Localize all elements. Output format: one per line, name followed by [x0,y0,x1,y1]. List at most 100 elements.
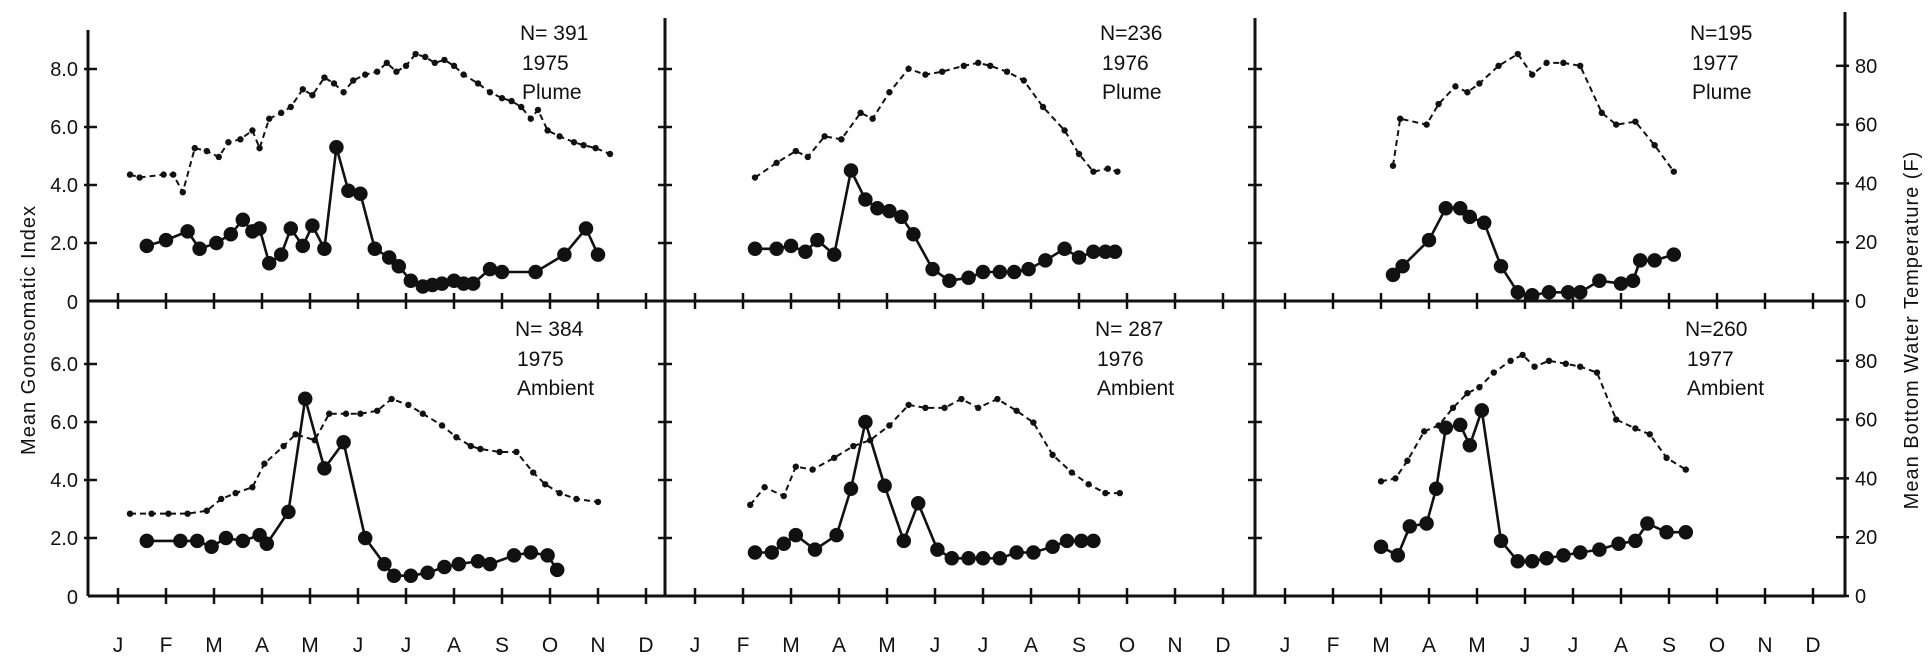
temperature-line [754,61,1118,179]
panel-year: 1976 [1102,52,1149,75]
gsi-point [1071,250,1087,265]
temp-tick-label: 20 [1855,527,1877,549]
gsi-point [1628,533,1643,549]
temperature-point [474,80,482,87]
gsi-point [204,539,219,554]
temperature-point [1682,466,1690,473]
month-label: A [832,634,846,657]
gsi-point [235,533,251,549]
gsi-point [747,241,763,257]
gsi-point [992,551,1008,566]
month-label: J [113,634,124,657]
temperature-point [1102,489,1109,497]
temperature-point [374,68,381,75]
gsi-point [788,527,804,543]
gsi-point [1592,542,1607,557]
panel-site: Ambient [1687,377,1764,400]
temperature-point [160,171,167,178]
gsi-point [1421,232,1437,248]
temperature-line [130,397,599,515]
temperature-point [886,89,893,96]
temperature-line [749,397,1120,506]
temperature-point [922,71,929,78]
gsi-point [1539,551,1554,566]
temperature-point [1030,419,1037,426]
gsi-point [1541,285,1557,300]
temperature-point [1577,62,1584,69]
gsi-tick-label: 2.0 [50,528,78,550]
gsi-point [1462,209,1478,225]
month-label: J [1280,634,1291,657]
month-label: D [1215,634,1230,657]
gsi-point [906,227,921,242]
temperature-point [1476,384,1483,391]
month-label: J [401,634,412,657]
temperature-point [419,410,426,417]
temperature-point [148,510,155,517]
series [126,50,1694,583]
gsi-point [1678,524,1694,540]
temperature-point [1020,77,1027,84]
panel-n-label: N= 391 [520,22,588,45]
temperature-point [136,174,143,181]
gsi-point [1476,215,1492,230]
panel-n-label: N=236 [1100,22,1162,45]
temperature-point [804,153,811,161]
gsi-point [764,545,780,560]
gsi-point [1524,287,1540,303]
temperature-point [1423,121,1430,128]
gsi-line [755,421,1094,560]
temperature-point [350,77,357,84]
temperature-point [412,50,419,58]
temperature-point [1104,165,1112,172]
temperature-point [580,141,587,149]
month-label: J [930,634,941,657]
temp-tick-label: 40 [1855,173,1877,195]
temperature-point [530,469,537,476]
temperature-point [606,150,614,158]
temperature-point [761,484,768,491]
gsi-point [1021,261,1036,277]
temperature-point [460,71,467,78]
gsi-point [336,435,351,450]
temperature-point [1529,71,1536,78]
gsi-point [975,551,991,566]
gsi-zero-label: 0 [67,587,78,609]
month-label: N [1757,634,1772,657]
temperature-point [393,68,400,75]
temperature-point [792,147,799,155]
gsi-point [747,545,763,560]
temperature-point [534,106,542,114]
panel-n-label: N= 287 [1095,318,1163,341]
temp-tick-label: 0 [1855,291,1866,313]
temperature-point [809,466,816,473]
month-label: N [1167,634,1182,657]
gsi-point [590,247,606,262]
temperature-point [780,492,787,500]
temperature-point [958,395,965,403]
gsi-point [1059,533,1075,549]
temperature-point [850,442,857,450]
gsi-point [235,212,251,228]
gsi-point [1086,244,1101,259]
gsi-point [961,551,976,566]
month-label: M [1372,634,1390,657]
temperature-point [1389,162,1397,169]
gsi-point [317,461,332,476]
temperature-point [165,510,172,517]
temperature-point [987,62,994,69]
temperature-point [486,89,494,96]
gsi-point [877,478,892,494]
month-label: A [447,634,461,657]
temperature-point [939,68,946,75]
temperature-point [1116,489,1124,497]
right-axis-title: Mean Bottom Water Temperature (F) [1901,151,1923,510]
gsi-point [367,241,383,257]
month-label: O [542,634,558,657]
gsi-point [209,235,224,251]
gsi-point [180,224,195,239]
temperature-point [1646,431,1654,438]
gsi-point [261,256,277,271]
temperature-point [573,495,580,503]
temperature-point [1663,454,1670,462]
